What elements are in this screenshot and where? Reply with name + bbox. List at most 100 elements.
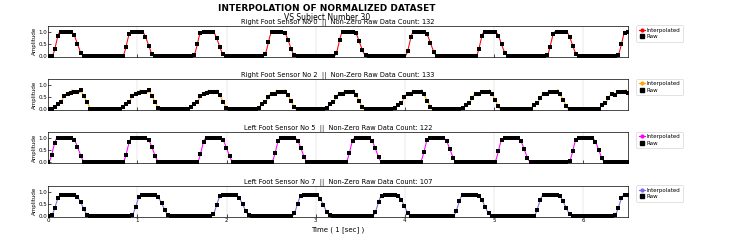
Point <box>522 54 533 58</box>
Point <box>314 107 326 111</box>
Point <box>45 153 57 157</box>
Point <box>236 160 248 164</box>
Point <box>424 136 436 140</box>
Point <box>204 136 216 140</box>
Point <box>541 93 553 97</box>
Point <box>567 149 579 153</box>
Point <box>279 31 291 35</box>
Point <box>269 151 281 155</box>
Point <box>149 154 161 158</box>
Point <box>269 30 281 34</box>
Point <box>259 214 271 218</box>
Point <box>508 107 520 111</box>
Point <box>78 208 90 211</box>
Point <box>589 214 601 218</box>
Point <box>230 193 242 197</box>
Point <box>288 53 300 57</box>
Point <box>140 193 152 197</box>
Point <box>65 136 77 140</box>
Point <box>493 34 504 37</box>
Point <box>327 160 339 164</box>
Point <box>156 201 168 205</box>
Point <box>94 160 106 164</box>
Point <box>204 30 216 34</box>
Point <box>224 154 236 158</box>
Point <box>321 106 333 110</box>
Point <box>473 160 485 164</box>
Point <box>97 160 109 164</box>
Point <box>240 107 252 111</box>
Point <box>376 54 388 58</box>
Point <box>302 193 314 197</box>
Point <box>586 214 598 218</box>
Point <box>434 107 446 111</box>
Point <box>279 214 291 218</box>
Point <box>421 33 433 37</box>
Point <box>515 214 527 218</box>
Point <box>207 212 219 216</box>
Point <box>185 105 197 109</box>
Point <box>383 54 395 58</box>
Point <box>81 213 93 217</box>
Point <box>133 91 145 95</box>
Point <box>441 107 452 111</box>
Point <box>383 193 395 197</box>
Point <box>489 214 501 218</box>
Point <box>292 107 304 111</box>
Point <box>191 100 203 104</box>
Point <box>117 54 129 58</box>
Point <box>230 107 242 111</box>
Point <box>515 107 527 111</box>
Point <box>528 214 540 218</box>
Point <box>457 160 469 164</box>
Point <box>282 214 293 218</box>
Point <box>460 54 472 58</box>
Point <box>512 107 524 111</box>
Point <box>91 107 103 111</box>
Point <box>169 160 181 164</box>
Point <box>123 32 135 36</box>
Point <box>292 54 304 58</box>
Point <box>308 54 319 58</box>
Point <box>457 193 469 197</box>
Point <box>489 98 501 102</box>
Point <box>166 107 178 111</box>
Title: Right Foot Sensor No 2  ||  Non-Zero Raw Data Count: 133: Right Foot Sensor No 2 || Non-Zero Raw D… <box>241 72 435 79</box>
Point <box>337 92 349 96</box>
Point <box>596 156 608 160</box>
Point <box>528 103 540 107</box>
Text: VS Subject Number 30: VS Subject Number 30 <box>284 13 370 23</box>
Point <box>62 92 74 96</box>
Point <box>366 54 378 58</box>
Point <box>379 107 391 111</box>
Point <box>117 105 129 109</box>
Point <box>55 136 67 140</box>
Point <box>195 214 207 218</box>
Point <box>107 54 119 58</box>
Title: Left Foot Sensor No 7  ||  Non-Zero Raw Data Count: 107: Left Foot Sensor No 7 || Non-Zero Raw Da… <box>244 179 432 186</box>
Point <box>512 54 524 58</box>
Point <box>198 30 210 34</box>
Point <box>282 93 293 97</box>
Point <box>386 193 398 197</box>
Point <box>198 92 210 96</box>
Point <box>207 30 219 34</box>
Point <box>493 104 504 108</box>
Point <box>483 90 495 94</box>
Point <box>395 54 407 58</box>
Point <box>444 107 455 111</box>
Point <box>88 107 100 111</box>
Point <box>463 193 475 197</box>
Point <box>519 107 531 111</box>
Point <box>136 193 148 197</box>
Point <box>386 54 398 58</box>
Point <box>603 54 614 58</box>
Point <box>259 52 271 56</box>
Point <box>467 54 478 58</box>
Point <box>389 160 400 164</box>
Point <box>551 30 562 34</box>
Point <box>140 35 152 39</box>
Point <box>311 194 323 197</box>
Point <box>360 136 372 140</box>
Point <box>347 30 359 34</box>
